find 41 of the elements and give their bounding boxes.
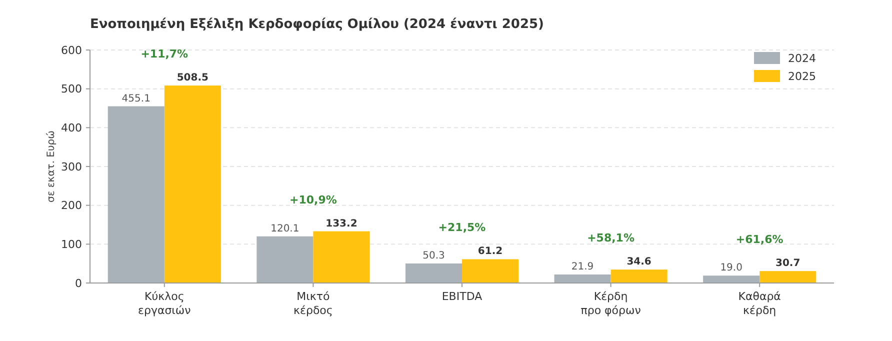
y-tick-label: 200 [61, 199, 82, 212]
y-tick-label: 100 [61, 238, 82, 252]
data-label: 19.0 [720, 262, 742, 274]
data-label: 133.2 [326, 218, 358, 230]
bar [462, 259, 519, 283]
y-tick-label: 400 [61, 122, 82, 135]
bar [703, 276, 760, 283]
annotation: +21,5% [438, 221, 486, 234]
bar [760, 271, 816, 283]
y-axis-title: σε εκατ. Ευρώ [46, 130, 57, 203]
y-tick-label: 500 [61, 82, 82, 96]
x-tick-label: Κέρδη προ φόρων [580, 290, 641, 317]
data-label: 508.5 [176, 72, 209, 84]
bar [313, 231, 370, 283]
x-tick-label: EBITDA [442, 290, 483, 303]
data-label: 61.2 [478, 246, 503, 258]
x-tick-label: Κύκλος εργασιών [138, 290, 191, 317]
data-label: 50.3 [422, 250, 445, 262]
bar [610, 270, 668, 283]
annotation: +10,9% [290, 193, 337, 206]
y-tick-label: 600 [61, 44, 82, 57]
legend-label: 2025 [788, 70, 816, 83]
legend-label: 2024 [788, 52, 816, 65]
y-tick-label: 300 [61, 160, 82, 174]
data-label: 21.9 [571, 261, 594, 272]
annotation: +58,1% [587, 232, 634, 245]
bar [164, 86, 221, 283]
bar [256, 236, 314, 283]
bar [405, 263, 462, 283]
annotation: +11,7% [140, 48, 188, 61]
data-label: 455.1 [122, 93, 150, 104]
chart-title: Ενοποιημένη Εξέλιξη Κερδοφορίας Ομίλου (2024 έναντι 2025) [90, 17, 544, 32]
x-tick-label: Καθαρά κέρδη [738, 290, 781, 317]
data-label: 30.7 [776, 258, 800, 270]
bar [554, 274, 611, 283]
y-tick-label: 0 [75, 276, 82, 290]
data-label: 120.1 [270, 223, 300, 234]
x-tick-label: Μικτό κέρδος [294, 290, 333, 317]
annotation: +61,6% [736, 233, 784, 246]
bar [108, 106, 164, 283]
data-label: 34.6 [626, 256, 652, 268]
